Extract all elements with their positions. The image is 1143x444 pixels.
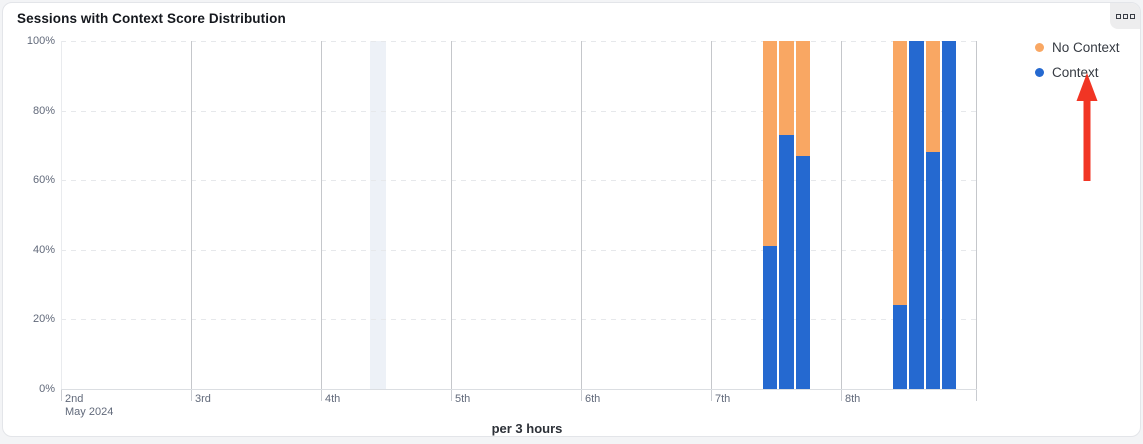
- x-axis-tick-label: 5th: [455, 393, 471, 405]
- x-axis-tick-label: 3rd: [195, 393, 211, 405]
- bar-segment-context[interactable]: [795, 155, 810, 389]
- x-axis-line: [61, 389, 977, 390]
- legend-item-context[interactable]: Context: [1035, 65, 1120, 80]
- x-axis-tick-label: 2nd: [65, 393, 84, 405]
- stacked-bar[interactable]: [909, 41, 924, 389]
- bar-segment-context[interactable]: [893, 305, 908, 389]
- day-gridline: [581, 41, 582, 389]
- legend: No Context Context: [1035, 40, 1120, 80]
- bar-segment-context[interactable]: [779, 134, 794, 389]
- stacked-bar[interactable]: [941, 41, 957, 389]
- x-axis-tick-label: 6th: [585, 393, 601, 405]
- legend-label: No Context: [1052, 40, 1120, 55]
- bar-segment-context[interactable]: [925, 152, 940, 389]
- x-axis-tick: [191, 389, 192, 401]
- bar-segment-no-context[interactable]: [795, 41, 810, 156]
- y-axis-tick-label: 100%: [26, 35, 55, 47]
- x-axis-tick-label: 4th: [325, 393, 341, 405]
- day-gridline: [976, 41, 977, 389]
- y-axis-tick-label: 60%: [32, 174, 55, 187]
- x-axis-tick: [321, 389, 322, 401]
- context-dot-icon: [1035, 68, 1044, 77]
- y-axis-tick-label: 40%: [32, 243, 55, 256]
- x-axis-tick: [711, 389, 712, 401]
- more-options-icon: [1129, 13, 1135, 19]
- x-axis-tick-label: 7th: [715, 393, 731, 405]
- y-axis-tick-label: 0%: [39, 383, 55, 395]
- x-axis-tick: [976, 389, 977, 401]
- bar-segment-context[interactable]: [909, 41, 924, 389]
- legend-label: Context: [1052, 65, 1099, 80]
- x-axis-tick: [581, 389, 582, 401]
- stacked-bar[interactable]: [763, 41, 778, 389]
- card-title: Sessions with Context Score Distribution: [17, 11, 286, 26]
- stacked-bar[interactable]: [925, 41, 940, 389]
- legend-item-no-context[interactable]: No Context: [1035, 40, 1120, 55]
- more-options-icon: [1122, 13, 1128, 19]
- y-gridline: [61, 180, 976, 182]
- y-axis-tick-label: 80%: [32, 104, 55, 117]
- x-axis-tick-label: 8th: [845, 393, 861, 405]
- x-axis-tick: [61, 389, 62, 401]
- more-options-icon: [1115, 13, 1121, 19]
- y-axis-line: [61, 41, 62, 389]
- y-gridline: [61, 249, 976, 251]
- day-gridline: [191, 41, 192, 389]
- stacked-bar[interactable]: [779, 41, 794, 389]
- stacked-bar[interactable]: [893, 41, 908, 389]
- bar-segment-no-context[interactable]: [763, 41, 778, 247]
- bar-segment-no-context[interactable]: [779, 41, 794, 135]
- x-axis-tick: [451, 389, 452, 401]
- y-gridline: [61, 41, 976, 42]
- y-gridline: [61, 110, 976, 112]
- x-axis-caption: per 3 hours: [491, 421, 563, 436]
- day-gridline: [451, 41, 452, 389]
- stacked-bar[interactable]: [795, 41, 810, 389]
- bar-segment-no-context[interactable]: [925, 41, 940, 153]
- y-gridline: [61, 319, 976, 321]
- bar-segment-context[interactable]: [941, 41, 957, 389]
- day-gridline: [841, 41, 842, 389]
- x-axis-tick-sublabel: May 2024: [65, 406, 114, 418]
- no-context-dot-icon: [1035, 43, 1044, 52]
- bar-segment-no-context[interactable]: [893, 41, 908, 306]
- bar-segment-context[interactable]: [763, 246, 778, 389]
- day-gridline: [711, 41, 712, 389]
- chart-card: Sessions with Context Score Distribution…: [2, 2, 1141, 437]
- hover-highlight-band: [369, 41, 386, 389]
- x-axis-tick: [841, 389, 842, 401]
- y-axis-tick-label: 20%: [32, 313, 55, 326]
- more-options-button[interactable]: [1110, 3, 1140, 29]
- day-gridline: [321, 41, 322, 389]
